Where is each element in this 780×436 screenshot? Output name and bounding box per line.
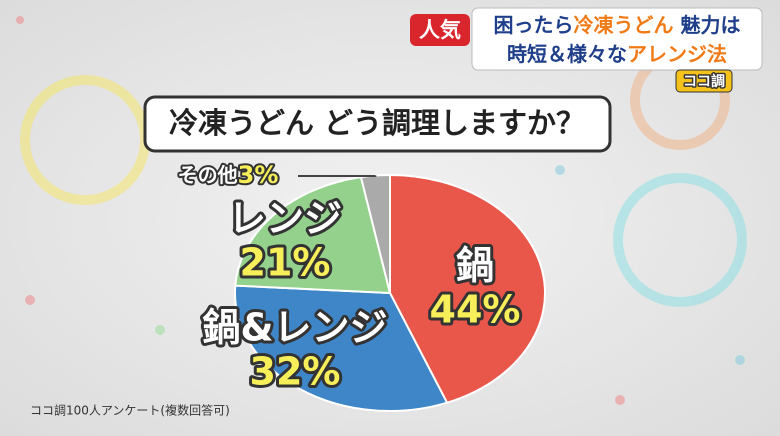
value-label: 3% — [238, 161, 279, 189]
title-box — [143, 95, 612, 153]
headline-line: 時短＆様々なアレンジ法 — [507, 42, 727, 66]
value-label: 32% — [250, 350, 341, 394]
headline-segment: 時短＆様々な — [507, 42, 627, 66]
source: ココ調100人アンケート(複数回答可) — [30, 403, 230, 418]
value-label: 21% — [240, 241, 331, 285]
headline-segment: 困ったら — [494, 13, 574, 37]
headline-segment: 冷凍うどん — [574, 13, 674, 37]
pie-slice — [359, 173, 391, 294]
pie-slice — [389, 173, 546, 404]
headline-box — [471, 7, 763, 71]
badge-box — [410, 14, 470, 46]
slice-label: 鍋 — [456, 244, 494, 288]
slice-label: レンジ — [228, 197, 342, 241]
slice-label: その他 — [178, 163, 238, 187]
headline-segment: アレンジ法 — [627, 42, 727, 66]
slice-label: 鍋&レンジ — [202, 306, 387, 350]
badge: 人気 — [419, 18, 461, 42]
headline-segment: 魅力は — [674, 13, 741, 37]
logo: ココ調 — [683, 73, 725, 90]
logo-box — [675, 69, 733, 93]
pie-slice — [234, 175, 392, 295]
headline-line: 困ったら冷凍うどん 魅力は — [494, 13, 741, 37]
slice-label-group: その他3% — [178, 161, 279, 189]
value-label: 44% — [430, 288, 521, 332]
pie-slice — [234, 284, 449, 412]
chart-title: 冷凍うどん どう調理しますか？ — [169, 106, 585, 140]
